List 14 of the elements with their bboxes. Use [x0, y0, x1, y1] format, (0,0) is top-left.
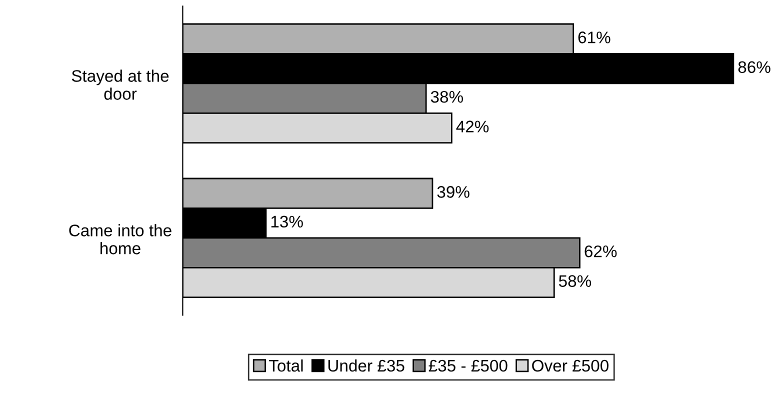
data-label: 39% [437, 186, 470, 198]
data-label: 58% [558, 275, 592, 287]
legend-label: £35 - £500 [428, 360, 508, 372]
data-label: 42% [456, 120, 489, 132]
legend-label: Over £500 [532, 360, 608, 372]
data-label: 13% [271, 216, 303, 228]
data-label: 86% [738, 61, 770, 74]
y-tick-label: Stayed at the door [72, 70, 169, 100]
y-tick-label: Came into the home [69, 224, 172, 254]
data-label: 61% [578, 32, 610, 44]
legend-label: Under £35 [328, 359, 404, 372]
legend-label: Total [268, 359, 303, 372]
data-label: 38% [430, 90, 463, 103]
data-label: 62% [584, 245, 617, 258]
